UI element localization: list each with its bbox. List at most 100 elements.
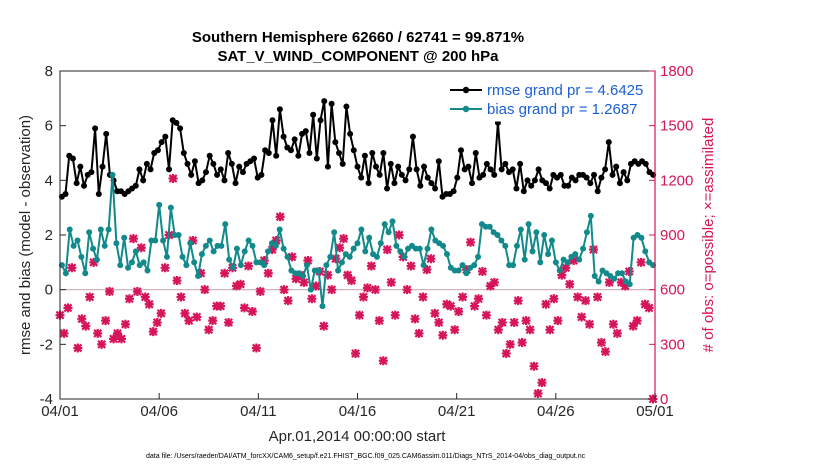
obs-assimilated-point-144 xyxy=(628,321,638,331)
bias-point-25 xyxy=(156,201,163,208)
bias-point-102 xyxy=(455,267,462,274)
rmse-point-150 xyxy=(613,163,620,170)
rmse-point-11 xyxy=(99,163,106,170)
obs-assimilated-point-103 xyxy=(466,237,476,247)
bias-point-120 xyxy=(525,221,532,228)
bias-point-34 xyxy=(191,259,198,266)
bias-point-113 xyxy=(498,237,505,244)
rmse-point-52 xyxy=(251,155,258,162)
rmse-point-85 xyxy=(372,163,379,170)
bias-point-67 xyxy=(319,303,326,310)
bias-point-16 xyxy=(121,234,128,241)
obs-assimilated-point-111 xyxy=(497,317,507,327)
bias-point-53 xyxy=(265,248,272,255)
x-tick-label-3: 04/16 xyxy=(339,403,377,420)
legend-rmse-marker xyxy=(462,86,470,94)
rmse-point-94 xyxy=(406,166,413,173)
left-tick-label-6: 8 xyxy=(45,63,53,80)
obs-assimilated-point-75 xyxy=(354,310,364,320)
bias-point-10 xyxy=(97,226,104,233)
rmse-point-98 xyxy=(421,163,428,170)
obs-assimilated-point-4 xyxy=(73,343,83,353)
rmse-point-71 xyxy=(321,98,328,105)
obs-assimilated-point-61 xyxy=(299,277,309,287)
bias-point-21 xyxy=(140,259,147,266)
rmse-point-34 xyxy=(184,160,191,167)
rmse-point-9 xyxy=(92,125,99,132)
rmse-point-63 xyxy=(291,136,298,143)
bias-point-27 xyxy=(163,253,170,260)
rmse-point-107 xyxy=(454,174,461,181)
rmse-point-153 xyxy=(624,177,631,184)
bias-point-88 xyxy=(401,253,408,260)
obs-assimilated-point-148 xyxy=(644,303,654,313)
obs-assimilated-point-12 xyxy=(105,286,115,296)
x-tick-label-0: 04/01 xyxy=(41,403,79,420)
rmse-point-112 xyxy=(472,150,479,156)
rmse-point-74 xyxy=(332,139,339,146)
bias-point-9 xyxy=(93,256,100,263)
obs-assimilated-point-107 xyxy=(481,310,491,320)
obs-assimilated-point-5 xyxy=(77,314,87,324)
obs-assimilated-point-78 xyxy=(366,261,376,271)
rmse-point-115 xyxy=(483,160,490,167)
rmse-point-33 xyxy=(180,150,187,156)
obs-assimilated-point-56 xyxy=(279,285,289,295)
bias-point-149 xyxy=(638,234,645,241)
rmse-point-75 xyxy=(336,150,343,156)
obs-assimilated-point-52 xyxy=(263,268,273,278)
obs-assimilated-point-138 xyxy=(604,277,614,287)
obs-assimilated-point-72 xyxy=(343,270,353,280)
obs-assimilated-point-58 xyxy=(287,252,297,262)
rmse-point-22 xyxy=(140,177,147,184)
obs-assimilated-point-68 xyxy=(327,285,337,295)
x-tick-label-6: 05/01 xyxy=(636,403,674,420)
bias-point-150 xyxy=(642,248,649,255)
x-tick-label-4: 04/21 xyxy=(438,403,476,420)
rmse-point-91 xyxy=(395,163,402,170)
bias-point-99 xyxy=(443,251,450,258)
obs-assimilated-point-41 xyxy=(220,268,230,278)
rmse-point-47 xyxy=(232,180,239,187)
bias-point-132 xyxy=(572,251,579,258)
x-tick-label-2: 04/11 xyxy=(240,403,276,420)
bias-point-52 xyxy=(261,262,268,269)
obs-assimilated-point-112 xyxy=(501,348,511,358)
bias-point-112 xyxy=(494,232,501,238)
rmse-point-20 xyxy=(132,182,139,189)
obs-assimilated-point-143 xyxy=(624,266,634,276)
rmse-point-127 xyxy=(528,182,535,189)
obs-assimilated-point-33 xyxy=(188,235,198,245)
obs-assimilated-point-67 xyxy=(323,270,333,280)
left-tick-label-2: 0 xyxy=(45,282,53,299)
rmse-point-87 xyxy=(380,150,387,156)
bias-point-33 xyxy=(187,240,194,247)
rmse-point-108 xyxy=(457,147,464,154)
bias-point-137 xyxy=(591,273,598,279)
obs-assimilated-point-13 xyxy=(109,334,119,344)
rmse-point-135 xyxy=(557,171,564,178)
obs-assimilated-point-113 xyxy=(505,339,515,349)
rmse-point-88 xyxy=(384,185,391,192)
obs-assimilated-point-76 xyxy=(358,292,368,302)
rmse-point-66 xyxy=(302,128,309,135)
obs-assimilated-point-3 xyxy=(67,263,77,273)
obs-assimilated-point-123 xyxy=(545,325,555,335)
obs-assimilated-point-108 xyxy=(485,281,495,291)
obs-assimilated-point-14 xyxy=(113,328,123,338)
obs-assimilated-point-81 xyxy=(378,356,388,366)
bias-point-142 xyxy=(611,275,618,282)
chart-subtitle: SAT_V_WIND_COMPONENT @ 200 hPa xyxy=(217,48,499,65)
obs-assimilated-point-104 xyxy=(470,301,480,311)
rmse-point-70 xyxy=(317,117,324,124)
obs-assimilated-point-137 xyxy=(600,347,610,357)
rmse-point-36 xyxy=(191,158,198,165)
rmse-point-120 xyxy=(502,160,509,167)
left-tick-label-5: 6 xyxy=(45,118,53,135)
rmse-point-117 xyxy=(491,171,498,178)
rmse-point-147 xyxy=(602,166,609,173)
bias-point-106 xyxy=(471,262,478,269)
rmse-point-92 xyxy=(398,171,405,178)
rmse-point-41 xyxy=(210,160,217,167)
